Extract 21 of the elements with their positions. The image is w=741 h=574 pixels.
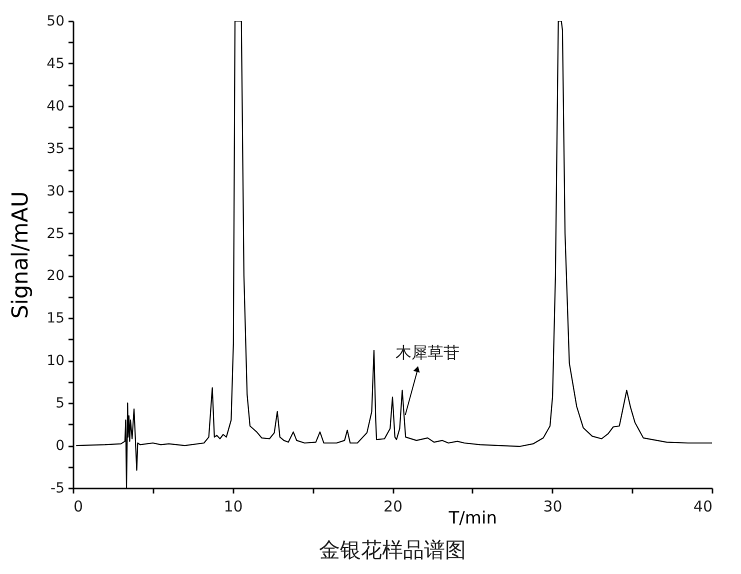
x-tick-label: 40 bbox=[693, 498, 712, 516]
y-tick-label: -5 bbox=[50, 480, 64, 496]
y-tick-label: 15 bbox=[46, 310, 64, 327]
x-tick-label: 30 bbox=[543, 498, 562, 516]
y-tick-label: 0 bbox=[56, 438, 64, 454]
annotation: 木犀草苷 bbox=[395, 342, 460, 362]
y-tick-label: 20 bbox=[46, 268, 64, 284]
y-tick-label: 5 bbox=[56, 396, 64, 412]
x-axis-title: T/min bbox=[448, 508, 497, 528]
y-tick-label: 25 bbox=[46, 226, 64, 242]
y-tick-label: 50 bbox=[46, 14, 64, 30]
x-tick-label: 0 bbox=[74, 498, 84, 516]
y-axis-title: Signal/mAU bbox=[8, 191, 34, 319]
y-tick-label: 40 bbox=[46, 98, 64, 114]
y-tick-label: 45 bbox=[46, 56, 64, 72]
y-tick-label: 35 bbox=[46, 140, 64, 157]
y-tick-label: 10 bbox=[46, 353, 64, 370]
text: 金银花样品谱图 bbox=[319, 538, 466, 562]
x-tick-label: 10 bbox=[224, 498, 243, 516]
y-tick-label: 30 bbox=[46, 183, 64, 200]
x-tick-label: 20 bbox=[383, 498, 403, 516]
